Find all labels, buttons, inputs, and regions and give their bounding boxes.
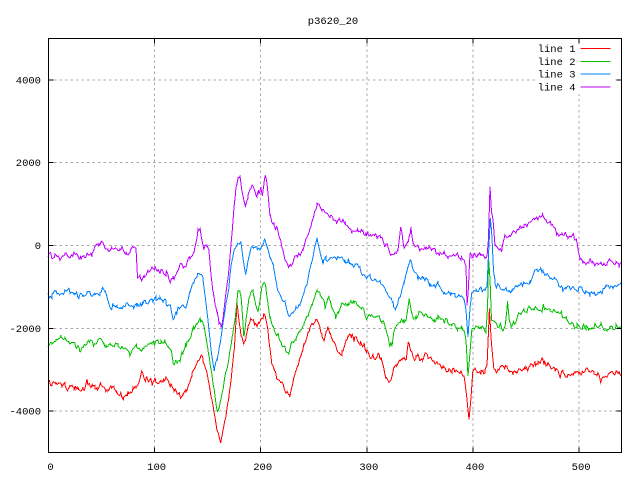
svg-text:400: 400	[465, 462, 484, 474]
svg-text:p3620_20: p3620_20	[308, 16, 358, 28]
svg-text:line 4: line 4	[538, 82, 576, 94]
svg-text:-2000: -2000	[9, 324, 41, 336]
svg-text:line 2: line 2	[538, 57, 576, 69]
svg-text:2000: 2000	[16, 158, 41, 170]
svg-text:0: 0	[35, 241, 41, 253]
svg-text:100: 100	[147, 462, 166, 474]
svg-text:300: 300	[359, 462, 378, 474]
svg-text:line 1: line 1	[538, 44, 576, 56]
svg-text:500: 500	[572, 462, 591, 474]
svg-text:4000: 4000	[16, 75, 41, 87]
svg-text:0: 0	[47, 462, 53, 474]
svg-text:200: 200	[253, 462, 272, 474]
svg-text:-4000: -4000	[9, 407, 41, 419]
svg-text:line 3: line 3	[538, 70, 576, 82]
